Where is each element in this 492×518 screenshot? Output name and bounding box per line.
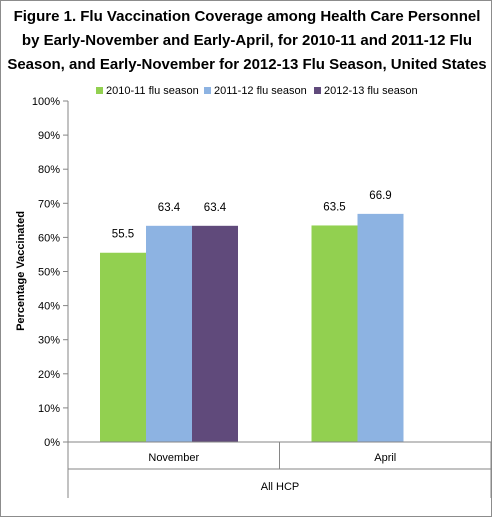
- y-tick-label: 90%: [38, 130, 60, 142]
- chart-title: Figure 1. Flu Vaccination Coverage among…: [7, 8, 486, 73]
- bar-data-label: 63.4: [158, 202, 181, 214]
- bar: [192, 225, 238, 442]
- x-category-label: November: [148, 452, 199, 464]
- bar: [357, 213, 404, 442]
- y-tick-label: 30%: [38, 335, 60, 347]
- bar-data-label: 66.9: [369, 190, 391, 202]
- legend-label: 2011-12 flu season: [214, 85, 307, 97]
- bar-data-label: 55.5: [112, 229, 134, 241]
- y-tick-label: 0%: [44, 437, 60, 449]
- x-category-label: April: [374, 452, 396, 464]
- legend-swatch: [204, 87, 211, 94]
- y-tick-label: 60%: [38, 232, 60, 244]
- y-tick-label: 70%: [38, 198, 60, 210]
- chart-title-line-1: Figure 1. Flu Vaccination Coverage among…: [14, 8, 481, 25]
- bar: [100, 252, 146, 442]
- x-axis-group-label: All HCP: [261, 481, 300, 493]
- y-tick-label: 10%: [38, 403, 60, 415]
- bar-data-label: 63.5: [323, 201, 345, 213]
- y-tick-label: 50%: [38, 267, 60, 279]
- bars: 55.5 63.4 63.4 63.5 66.9: [100, 190, 404, 442]
- y-tick-label: 40%: [38, 301, 60, 313]
- x-axis-labels: November April: [148, 452, 396, 464]
- legend-swatch: [96, 87, 103, 94]
- axes: [67, 101, 492, 498]
- legend-swatch: [314, 87, 321, 94]
- y-axis-ticks: 0% 10% 20% 30% 40% 50% 60% 70% 80% 90% 100%: [32, 96, 68, 449]
- chart-title-line-2: by Early-November and Early-April, for 2…: [22, 32, 472, 49]
- bar: [146, 225, 192, 442]
- bar: [311, 225, 358, 442]
- y-axis-label: Percentage Vaccinated: [15, 211, 27, 331]
- y-tick-label: 20%: [38, 369, 60, 381]
- chart-title-line-3: Season, and Early-November for 2012-13 F…: [7, 56, 486, 73]
- legend-label: 2012-13 flu season: [324, 85, 418, 97]
- y-tick-label: 80%: [38, 164, 60, 176]
- y-tick-label: 100%: [32, 96, 60, 108]
- legend-label: 2010-11 flu season: [106, 85, 199, 97]
- legend: 2010-11 flu season 2011-12 flu season 2012…: [96, 85, 418, 97]
- bar-data-label: 63.4: [204, 202, 227, 214]
